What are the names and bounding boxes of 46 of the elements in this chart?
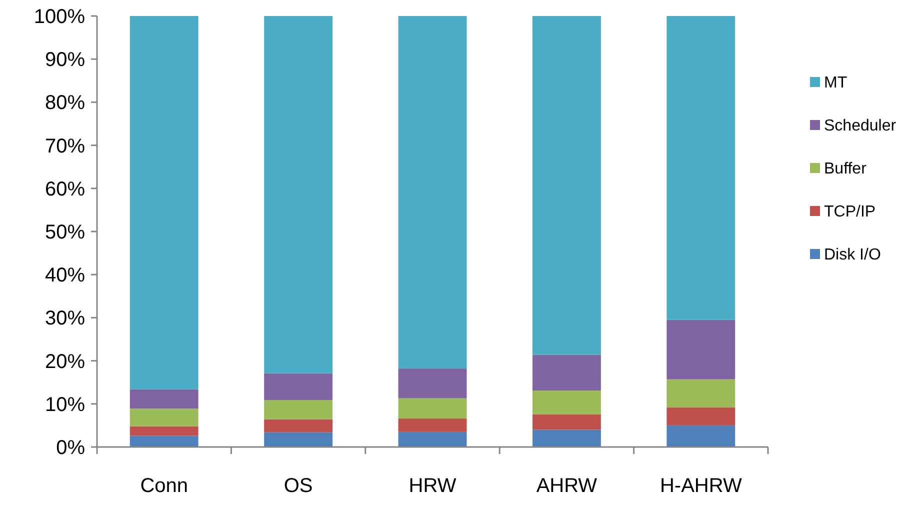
x-tick-label: HRW bbox=[408, 475, 456, 497]
bar bbox=[264, 373, 333, 400]
y-tick-label: 40% bbox=[44, 264, 86, 287]
y-tick-label: 90% bbox=[44, 49, 86, 72]
bar bbox=[130, 436, 198, 447]
bar bbox=[666, 320, 736, 380]
y-tick-label: 100% bbox=[34, 6, 86, 28]
legend-label: MT bbox=[824, 74, 848, 92]
x-tick-label: AHRW bbox=[536, 475, 598, 497]
bar bbox=[666, 425, 736, 447]
bar bbox=[264, 16, 333, 374]
bar bbox=[532, 354, 601, 391]
y-tick-label: 70% bbox=[44, 135, 86, 158]
bar bbox=[398, 418, 467, 432]
x-tick-label: OS bbox=[284, 475, 313, 497]
y-tick-label: 80% bbox=[44, 92, 86, 114]
legend-label: Scheduler bbox=[824, 118, 897, 135]
x-tick-label: H-AHRW bbox=[660, 475, 742, 497]
bar bbox=[666, 407, 736, 426]
bar bbox=[532, 390, 601, 414]
bar bbox=[532, 430, 601, 447]
y-tick-label: 30% bbox=[44, 308, 86, 330]
bar bbox=[130, 408, 198, 426]
legend-label: TCP/IP bbox=[824, 204, 876, 221]
bar bbox=[264, 419, 333, 432]
y-tick-label: 60% bbox=[44, 178, 86, 200]
legend-label: Disk I/O bbox=[824, 246, 881, 264]
bar bbox=[532, 16, 601, 355]
bar bbox=[264, 400, 333, 420]
bar bbox=[666, 16, 736, 320]
bar bbox=[666, 379, 736, 408]
y-tick-label: 50% bbox=[44, 222, 86, 244]
bar bbox=[532, 414, 601, 430]
y-tick-label: 10% bbox=[44, 394, 86, 416]
y-tick-label: 0% bbox=[56, 437, 86, 459]
bar bbox=[130, 426, 198, 436]
legend-label: Buffer bbox=[824, 160, 868, 178]
bar bbox=[130, 16, 198, 390]
x-tick-label: Conn bbox=[140, 475, 188, 497]
bar bbox=[264, 432, 333, 447]
bar bbox=[398, 16, 467, 369]
bar bbox=[398, 398, 467, 419]
bar bbox=[130, 389, 198, 409]
bar bbox=[398, 432, 467, 447]
bar bbox=[398, 368, 467, 398]
y-tick-label: 20% bbox=[44, 350, 86, 373]
